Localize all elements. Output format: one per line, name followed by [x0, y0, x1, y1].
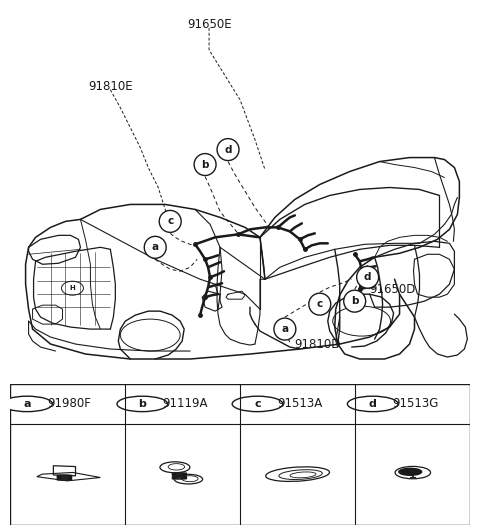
Text: b: b [351, 296, 359, 306]
Circle shape [117, 396, 168, 412]
Circle shape [194, 154, 216, 175]
Text: d: d [369, 399, 377, 409]
Text: H: H [70, 285, 75, 291]
Text: c: c [317, 299, 323, 309]
Circle shape [2, 396, 52, 412]
Text: a: a [152, 242, 159, 252]
Text: a: a [281, 324, 288, 334]
Text: 91650E: 91650E [187, 18, 231, 31]
Text: b: b [201, 160, 209, 170]
Circle shape [357, 266, 379, 288]
Text: 91980F: 91980F [48, 398, 92, 410]
Text: a: a [24, 399, 31, 409]
Circle shape [159, 210, 181, 232]
Circle shape [399, 469, 421, 475]
Text: 91810E: 91810E [88, 80, 133, 93]
Text: 91513G: 91513G [392, 398, 438, 410]
Text: 91119A: 91119A [162, 398, 207, 410]
Circle shape [232, 396, 283, 412]
Text: c: c [167, 216, 173, 226]
Circle shape [144, 236, 166, 258]
Text: b: b [138, 399, 146, 409]
Text: d: d [224, 145, 232, 155]
Text: d: d [364, 272, 372, 282]
Circle shape [344, 290, 366, 312]
Circle shape [348, 396, 398, 412]
Text: 91513A: 91513A [277, 398, 323, 410]
Circle shape [274, 318, 296, 340]
Circle shape [217, 139, 239, 161]
Circle shape [309, 293, 331, 315]
Text: 91810D: 91810D [294, 338, 340, 350]
Text: 91650D: 91650D [370, 282, 416, 296]
Text: c: c [254, 399, 261, 409]
